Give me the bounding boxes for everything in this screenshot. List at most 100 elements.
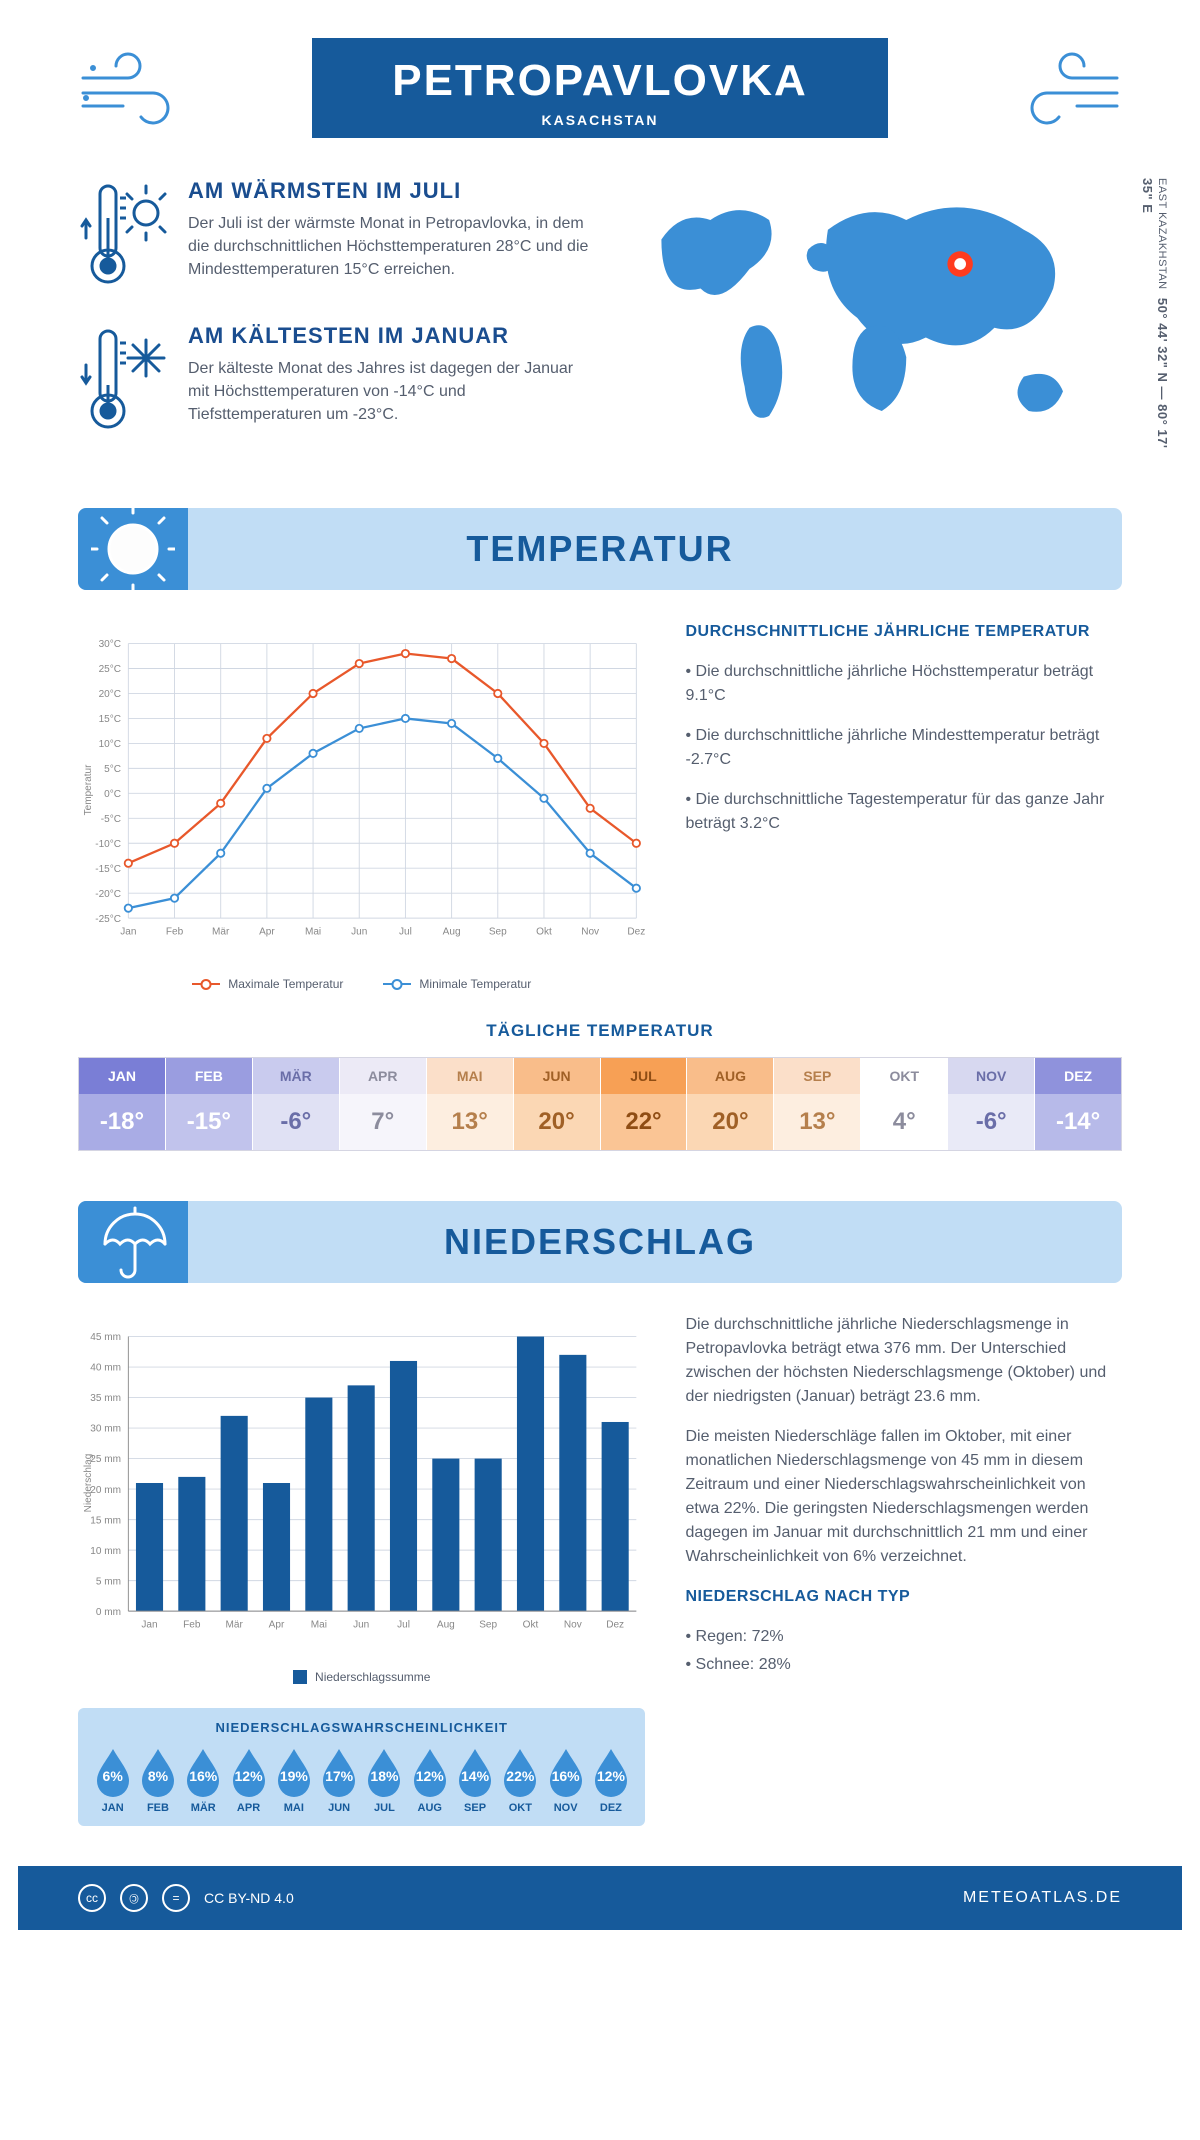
temp-cell: JAN-18°: [79, 1058, 166, 1150]
daily-temp-heading: TÄGLICHE TEMPERATUR: [78, 1021, 1122, 1041]
prob-cell: 18%JUL: [362, 1745, 407, 1814]
section-title: TEMPERATUR: [78, 528, 1122, 570]
info-title: DURCHSCHNITTLICHE JÄHRLICHE TEMPERATUR: [685, 620, 1122, 644]
svg-text:Temperatur: Temperatur: [83, 764, 94, 815]
temp-cell: NOV-6°: [948, 1058, 1035, 1150]
svg-text:Okt: Okt: [523, 1620, 539, 1631]
svg-text:0°C: 0°C: [104, 789, 121, 800]
info-bullet: • Die durchschnittliche jährliche Höchst…: [685, 660, 1122, 708]
precip-paragraph: Die durchschnittliche jährliche Niedersc…: [685, 1313, 1122, 1409]
precip-probability: NIEDERSCHLAGSWAHRSCHEINLICHKEIT 6%JAN8%F…: [78, 1708, 645, 1826]
info-bullet: • Die durchschnittliche jährliche Mindes…: [685, 724, 1122, 772]
temp-cell: OKT4°: [861, 1058, 948, 1150]
umbrella-icon: [78, 1201, 188, 1283]
prob-cell: 12%APR: [226, 1745, 271, 1814]
svg-text:Jun: Jun: [353, 1620, 369, 1631]
svg-text:Mai: Mai: [305, 927, 321, 938]
coordinates: EAST KAZAKHSTAN 50° 44' 32" N — 80° 17' …: [1140, 178, 1170, 468]
prob-cell: 12%AUG: [407, 1745, 452, 1814]
svg-text:Apr: Apr: [259, 927, 275, 938]
title-banner: PETROPAVLOVKA KASACHSTAN: [312, 38, 888, 138]
temp-cell: FEB-15°: [166, 1058, 253, 1150]
wind-icon: [1002, 48, 1122, 133]
svg-text:20 mm: 20 mm: [90, 1485, 121, 1496]
svg-text:Aug: Aug: [443, 927, 461, 938]
svg-text:Dez: Dez: [627, 927, 645, 938]
world-map: EAST KAZAKHSTAN 50° 44' 32" N — 80° 17' …: [632, 178, 1122, 468]
svg-text:-25°C: -25°C: [95, 914, 121, 925]
thermometer-hot-icon: [78, 178, 168, 293]
intro-section: AM WÄRMSTEN IM JULI Der Juli ist der wär…: [78, 178, 1122, 468]
svg-text:-20°C: -20°C: [95, 889, 121, 900]
by-icon: 🄯: [120, 1884, 148, 1912]
temperature-info: DURCHSCHNITTLICHE JÄHRLICHE TEMPERATUR •…: [685, 620, 1122, 991]
svg-text:30°C: 30°C: [99, 639, 121, 650]
precip-banner: NIEDERSCHLAG: [78, 1201, 1122, 1283]
prob-cell: 19%MAI: [271, 1745, 316, 1814]
prob-cell: 12%DEZ: [588, 1745, 633, 1814]
svg-text:Mär: Mär: [212, 927, 230, 938]
svg-text:Feb: Feb: [183, 1620, 201, 1631]
precip-info: Die durchschnittliche jährliche Niedersc…: [685, 1313, 1122, 1826]
daily-temp-table: JAN-18°FEB-15°MÄR-6°APR7°MAI13°JUN20°JUL…: [78, 1057, 1122, 1151]
country-name: KASACHSTAN: [392, 112, 808, 128]
svg-text:Mär: Mär: [226, 1620, 244, 1631]
svg-text:Niederschlag: Niederschlag: [83, 1454, 94, 1513]
svg-text:Sep: Sep: [489, 927, 507, 938]
precip-chart: 0 mm5 mm10 mm15 mm20 mm25 mm30 mm35 mm40…: [78, 1313, 645, 1826]
svg-text:Apr: Apr: [269, 1620, 285, 1631]
svg-text:-5°C: -5°C: [101, 814, 121, 825]
svg-text:Aug: Aug: [437, 1620, 455, 1631]
coldest-fact: AM KÄLTESTEN IM JANUAR Der kälteste Mona…: [78, 323, 592, 438]
temp-cell: APR7°: [340, 1058, 427, 1150]
svg-text:-10°C: -10°C: [95, 839, 121, 850]
svg-text:30 mm: 30 mm: [90, 1424, 121, 1435]
site-credit: METEOATLAS.DE: [963, 1889, 1122, 1907]
svg-text:10 mm: 10 mm: [90, 1546, 121, 1557]
page-footer: cc 🄯 = CC BY-ND 4.0 METEOATLAS.DE: [18, 1866, 1182, 1930]
temperature-chart: -25°C-20°C-15°C-10°C-5°C0°C5°C10°C15°C20…: [78, 620, 645, 991]
fact-text: Der kälteste Monat des Jahres ist dagege…: [188, 357, 592, 427]
svg-text:-15°C: -15°C: [95, 864, 121, 875]
svg-text:Dez: Dez: [606, 1620, 624, 1631]
fact-title: AM WÄRMSTEN IM JULI: [188, 178, 592, 204]
svg-text:Feb: Feb: [166, 927, 184, 938]
precip-type-title: NIEDERSCHLAG NACH TYP: [685, 1585, 1122, 1609]
svg-text:Nov: Nov: [581, 927, 599, 938]
svg-text:10°C: 10°C: [99, 739, 121, 750]
page-header: PETROPAVLOVKA KASACHSTAN: [78, 38, 1122, 138]
sun-icon: [78, 508, 188, 590]
svg-text:Jan: Jan: [141, 1620, 157, 1631]
temp-cell: MÄR-6°: [253, 1058, 340, 1150]
svg-text:Jul: Jul: [399, 927, 412, 938]
wind-icon: [78, 48, 198, 133]
city-name: PETROPAVLOVKA: [392, 56, 808, 105]
temp-cell: MAI13°: [427, 1058, 514, 1150]
warmest-fact: AM WÄRMSTEN IM JULI Der Juli ist der wär…: [78, 178, 592, 293]
precip-paragraph: Die meisten Niederschläge fallen im Okto…: [685, 1425, 1122, 1569]
fact-text: Der Juli ist der wärmste Monat in Petrop…: [188, 212, 592, 282]
prob-cell: 8%FEB: [135, 1745, 180, 1814]
temp-cell: JUN20°: [514, 1058, 601, 1150]
temperature-banner: TEMPERATUR: [78, 508, 1122, 590]
legend-precip: Niederschlagssumme: [315, 1670, 430, 1684]
svg-text:Jun: Jun: [351, 927, 367, 938]
prob-cell: 17%JUN: [316, 1745, 361, 1814]
svg-text:20°C: 20°C: [99, 689, 121, 700]
precip-type: • Schnee: 28%: [685, 1653, 1122, 1677]
section-title: NIEDERSCHLAG: [78, 1221, 1122, 1263]
svg-text:35 mm: 35 mm: [90, 1393, 121, 1404]
nd-icon: =: [162, 1884, 190, 1912]
legend-max: Maximale Temperatur: [228, 977, 343, 991]
prob-cell: 22%OKT: [498, 1745, 543, 1814]
temp-cell: SEP13°: [774, 1058, 861, 1150]
svg-text:25°C: 25°C: [99, 664, 121, 675]
prob-cell: 16%NOV: [543, 1745, 588, 1814]
temp-cell: AUG20°: [687, 1058, 774, 1150]
prob-cell: 16%MÄR: [181, 1745, 226, 1814]
svg-text:Okt: Okt: [536, 927, 552, 938]
prob-cell: 6%JAN: [90, 1745, 135, 1814]
fact-title: AM KÄLTESTEN IM JANUAR: [188, 323, 592, 349]
thermometer-cold-icon: [78, 323, 168, 438]
precip-type: • Regen: 72%: [685, 1625, 1122, 1649]
